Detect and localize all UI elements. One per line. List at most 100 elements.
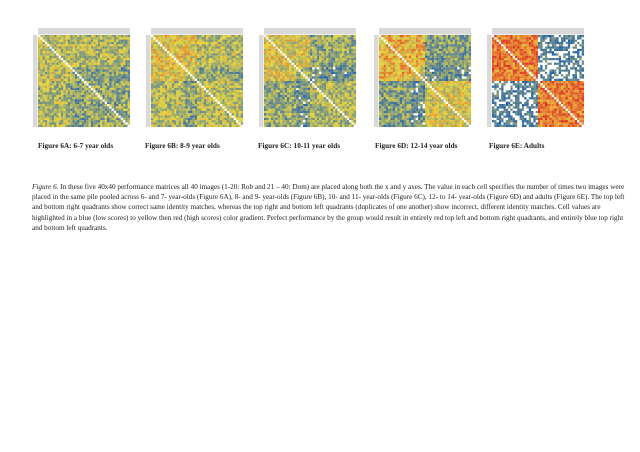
matrix-cell [93, 113, 96, 116]
matrix-cell [44, 76, 48, 79]
matrix-cell [390, 37, 393, 40]
matrix-cell [323, 62, 327, 65]
matrix-cell [226, 124, 230, 128]
matrix-cell [201, 64, 204, 68]
matrix-cell [169, 124, 172, 128]
matrix-cell [452, 39, 455, 42]
matrix-cell [270, 53, 274, 56]
matrix-cell [293, 110, 297, 114]
matrix-cell [203, 92, 207, 95]
matrix-cell [97, 87, 101, 91]
matrix-cell [61, 41, 64, 45]
matrix-cell [233, 76, 237, 79]
matrix-cell [201, 76, 204, 79]
matrix-cell [111, 81, 114, 84]
matrix-cell [51, 92, 55, 95]
matrix-cell [65, 120, 68, 123]
matrix-cell [95, 124, 98, 128]
matrix-cell [210, 48, 214, 52]
matrix-cell [310, 124, 313, 128]
matrix-cell [187, 120, 191, 123]
matrix-cell [330, 94, 334, 98]
matrix-cell [319, 41, 322, 45]
matrix-cell [102, 101, 105, 105]
matrix-cell [353, 35, 357, 38]
matrix-cell [344, 74, 347, 77]
matrix-cell [178, 108, 181, 111]
matrix-cell [187, 78, 191, 82]
matrix-cell [81, 67, 85, 70]
matrix-cell [339, 108, 343, 111]
matrix-cell [100, 108, 103, 111]
matrix-cell [90, 101, 94, 105]
matrix-cell [337, 41, 340, 45]
matrix-cell [300, 69, 304, 72]
matrix-cell [312, 76, 315, 79]
matrix-cell [236, 41, 239, 45]
matrix-cell [203, 99, 207, 102]
matrix-cell [169, 101, 172, 105]
matrix-cell [118, 122, 121, 125]
matrix-cell [333, 35, 336, 38]
matrix-cell [199, 67, 202, 70]
matrix-cell [289, 44, 292, 47]
matrix-cell [335, 124, 338, 128]
matrix-cell [411, 35, 414, 38]
matrix-cell [63, 115, 66, 118]
matrix-cell [183, 113, 186, 116]
matrix-cell [104, 62, 108, 65]
matrix-cell [169, 51, 172, 54]
matrix-cell [284, 64, 288, 68]
matrix-cell [305, 122, 308, 125]
matrix-cell [231, 124, 234, 128]
matrix-cell [153, 64, 156, 68]
matrix-cell [270, 87, 274, 91]
matrix-cell [346, 78, 350, 82]
matrix-cell [224, 58, 227, 61]
matrix-cell [47, 117, 50, 121]
matrix-cell [167, 71, 170, 75]
matrix-cell [229, 81, 232, 84]
matrix-cell [111, 76, 114, 79]
matrix-cell [349, 115, 352, 118]
matrix-cell [273, 69, 276, 72]
matrix-cell [153, 83, 156, 86]
matrix-cell [157, 74, 161, 77]
matrix-cell [280, 48, 283, 52]
matrix-cell [42, 58, 45, 61]
matrix-cell [178, 92, 181, 95]
matrix-cell [213, 124, 216, 128]
matrix-cell [199, 48, 202, 52]
matrix-cell [275, 78, 278, 82]
matrix-cell [164, 94, 168, 98]
matrix-cell [199, 62, 202, 65]
matrix-cell [44, 46, 48, 49]
matrix-cell [333, 58, 336, 61]
matrix-cell [289, 85, 292, 88]
matrix-cell [63, 62, 66, 65]
matrix-cell [326, 108, 329, 111]
matrix-cell [335, 87, 338, 91]
matrix-cell [342, 44, 345, 47]
matrix-cell [63, 122, 66, 125]
matrix-cell [199, 92, 202, 95]
matrix-cell [215, 37, 218, 40]
matrix-cell [326, 83, 329, 86]
matrix-cell [197, 81, 200, 84]
matrix-cell [54, 117, 57, 121]
matrix-cell [203, 71, 207, 75]
matrix-cell [208, 120, 211, 123]
matrix-cell [118, 101, 121, 105]
matrix-cell [240, 101, 244, 105]
matrix-cell [344, 37, 347, 40]
matrix-cell [123, 99, 126, 102]
matrix-cell [102, 97, 105, 100]
matrix-cell [113, 110, 117, 114]
matrix-cell [291, 106, 294, 109]
matrix-cell [95, 76, 98, 79]
matrix-cell [385, 41, 389, 45]
matrix-cell [183, 67, 186, 70]
matrix-cell [51, 90, 55, 93]
matrix-cell [162, 53, 165, 56]
matrix-cell [312, 69, 315, 72]
